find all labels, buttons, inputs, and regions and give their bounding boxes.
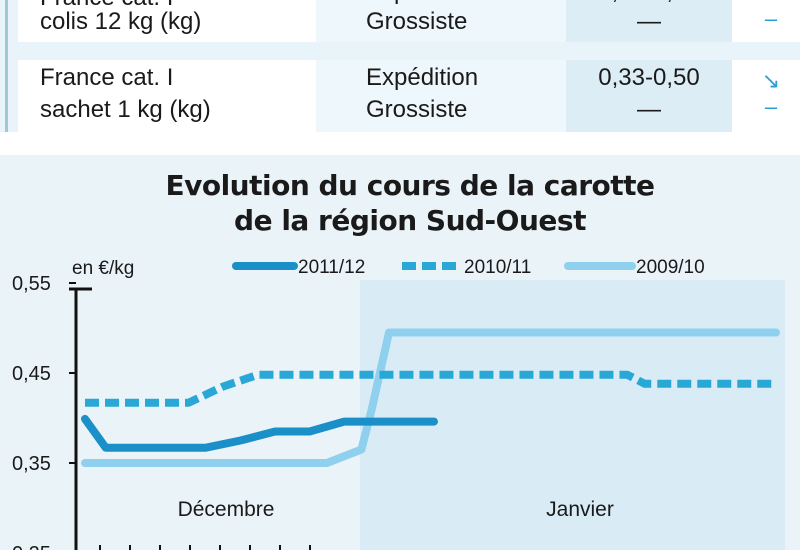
price-cell: 0,33-0,45 —: [566, 0, 732, 42]
month-label-janvier: Janvier: [546, 498, 614, 521]
legend-label: 2011/12: [298, 257, 365, 278]
chart-title-line: Evolution du cours de la carotte: [165, 169, 655, 202]
stage-line: Expédition: [366, 64, 479, 91]
series-line-2010-11: [85, 370, 776, 407]
y-tick-label: 0,35: [12, 453, 51, 475]
trend-flat-icon: –: [764, 94, 778, 119]
chart-title: Evolution du cours de la carotte de la r…: [0, 168, 800, 238]
legend: 2011/12 2010/11 2009/10: [232, 257, 705, 278]
stage-cell: Expédition Grossiste: [316, 60, 566, 132]
product-cell: France cat. I colis 12 kg (kg): [18, 0, 316, 42]
price-cell: 0,33-0,50 —: [566, 60, 732, 132]
price-value: 0,33-0,50: [598, 64, 700, 91]
y-tick-label: 0,45: [12, 363, 51, 385]
table-row: France cat. I sachet 1 kg (kg) Expéditio…: [18, 60, 800, 132]
chart-title-line: de la région Sud-Ouest: [234, 204, 586, 237]
price-value: 0,33-0,45: [566, 0, 732, 8]
x-minor-ticks: [99, 545, 311, 550]
stage-line: Expédition: [366, 0, 478, 8]
y-axis-ticks: 0,55 0,45 0,35 0,25: [12, 273, 76, 550]
product-line: sachet 1 kg (kg): [40, 96, 211, 123]
y-tick-label: 0,55: [12, 273, 51, 295]
series-line-2009-10: [81, 328, 780, 467]
price-table: France cat. I colis 12 kg (kg) Expéditio…: [0, 0, 800, 132]
product-cell: France cat. I sachet 1 kg (kg): [18, 60, 316, 132]
plot-right-margin: [785, 280, 800, 550]
table-left-rule: [5, 0, 8, 132]
series-layer: [81, 328, 780, 467]
product-line: colis 12 kg (kg): [40, 8, 202, 35]
trend-flat-icon: –: [764, 6, 778, 31]
table-row: France cat. I colis 12 kg (kg) Expéditio…: [18, 0, 800, 42]
stage-line: Grossiste: [366, 96, 468, 123]
stage-line: Grossiste: [366, 8, 468, 35]
trend-down-icon: ↘: [756, 0, 786, 2]
series-line-2011-12: [81, 414, 438, 452]
legend-label: 2009/10: [636, 257, 705, 278]
legend-label: 2010/11: [464, 257, 531, 278]
stage-cell: Expédition Grossiste: [316, 0, 566, 42]
trend-cell: ↘ –: [732, 0, 800, 42]
y-unit-label: en €/kg: [72, 258, 134, 279]
janvier-band: [360, 280, 785, 550]
product-line: France cat. I: [40, 0, 173, 14]
y-tick-label: 0,25: [12, 543, 51, 550]
price-value: —: [637, 96, 661, 123]
month-label-decembre: Décembre: [178, 498, 275, 521]
trend-cell: ↘ –: [732, 60, 800, 132]
product-line: France cat. I: [40, 64, 174, 91]
price-value: —: [637, 8, 661, 35]
trend-down-icon: ↘: [761, 68, 781, 93]
